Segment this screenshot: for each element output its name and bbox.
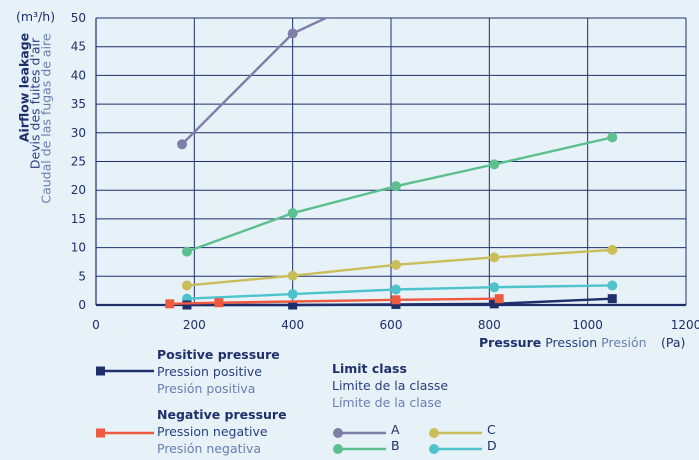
class-c-point <box>390 259 401 270</box>
y-tick-label: 35 <box>71 97 86 111</box>
y-tick-label: 40 <box>71 68 86 82</box>
x-axis-label: Pressure Pression Presión <box>479 335 647 350</box>
class-c-point <box>287 270 298 281</box>
y-axis-label-es: Caudal de las fugas de aire <box>38 33 54 204</box>
legend-class-b-label: B <box>391 438 400 453</box>
legend-positive: Positive pressure Pression positive Pres… <box>157 346 280 397</box>
class-b-point <box>287 208 298 219</box>
x-tick-label: 800 <box>478 318 501 332</box>
legend-negative-es: Presión negativa <box>157 441 262 456</box>
class-c-point <box>489 252 500 263</box>
positive-pressure-point <box>391 299 401 309</box>
legend-class-d-marker <box>429 444 439 454</box>
negative-pressure-line <box>169 297 500 306</box>
legend-negative: Negative pressure Pression negative Pres… <box>157 406 287 457</box>
legend-class-a-marker <box>333 428 343 438</box>
legend-class-c-label: C <box>487 422 496 437</box>
legend-positive-en: Positive pressure <box>157 347 280 362</box>
x-axis-label-es: Presión <box>601 335 647 350</box>
class-d-point <box>607 280 618 291</box>
class-b-point <box>607 132 618 143</box>
legend-marks <box>96 366 482 454</box>
x-tick-label: 200 <box>183 318 206 332</box>
tick-labels: 0 5 10 15 20 25 30 35 40 45 50 0 200 400 600 800 1000 120… <box>71 11 699 332</box>
negative-pressure-point <box>391 295 401 305</box>
class-a-line <box>181 18 329 146</box>
class-d-point <box>287 289 298 300</box>
legend-limit-fr: Limite de la classe <box>332 378 449 393</box>
x-tick-label: 400 <box>281 318 304 332</box>
y-tick-label: 15 <box>71 212 86 226</box>
y-tick-label: 0 <box>78 298 86 312</box>
positive-pressure-point <box>607 294 617 304</box>
x-tick-label: 1000 <box>572 318 603 332</box>
legend-negative-fr: Pression negative <box>157 424 268 439</box>
class-a-point <box>287 28 298 39</box>
y-tick-label: 50 <box>71 11 86 25</box>
class-c-point <box>607 244 618 255</box>
class-a-point <box>177 139 188 150</box>
legend-limit-en: Limit class <box>332 361 407 376</box>
y-tick-label: 25 <box>71 155 86 169</box>
class-b-line <box>186 136 613 253</box>
legend-class-b-marker <box>333 444 343 454</box>
negative-pressure-point <box>494 294 504 304</box>
legend-class-d-label: D <box>487 438 497 453</box>
legend-negative-en: Negative pressure <box>157 407 287 422</box>
y-tick-label: 30 <box>71 126 86 140</box>
x-tick-label: 0 <box>92 318 100 332</box>
positive-pressure-point <box>489 299 499 309</box>
y-tick-label: 5 <box>78 269 86 283</box>
legend-positive-fr: Pression positive <box>157 364 262 379</box>
legend-negative-marker <box>96 428 105 438</box>
y-tick-label: 45 <box>71 40 86 54</box>
negative-pressure-point <box>165 299 175 309</box>
legend-positive-es: Presión positiva <box>157 381 256 396</box>
class-b-point <box>181 246 192 257</box>
class-d-point <box>489 282 500 293</box>
series-lines <box>165 18 618 310</box>
grid-lines <box>95 17 687 306</box>
legend-limit-es: Límite de la clase <box>332 395 442 410</box>
negative-pressure-point <box>214 298 224 308</box>
legend-class-a-label: A <box>391 422 400 437</box>
positive-pressure-point <box>288 300 298 310</box>
y-unit-label: (m³/h) <box>16 9 56 24</box>
positive-pressure-point <box>182 300 192 310</box>
x-axis-label-en: Pressure <box>479 335 542 350</box>
class-b-point <box>390 181 401 192</box>
x-tick-label: 600 <box>380 318 403 332</box>
y-tick-label: 10 <box>71 241 86 255</box>
legend-limit-class: Limit class Limite de la classe Límite d… <box>332 360 448 411</box>
legend-class-c-marker <box>429 428 439 438</box>
class-d-point <box>390 284 401 295</box>
y-tick-label: 20 <box>71 183 86 197</box>
legend-positive-marker <box>96 366 105 376</box>
class-b-point <box>489 159 500 170</box>
x-axis-label-fr: Pression <box>545 335 598 350</box>
x-tick-label: 1200 <box>671 318 699 332</box>
class-c-point <box>181 280 192 291</box>
x-unit-label: (Pa) <box>661 335 686 350</box>
